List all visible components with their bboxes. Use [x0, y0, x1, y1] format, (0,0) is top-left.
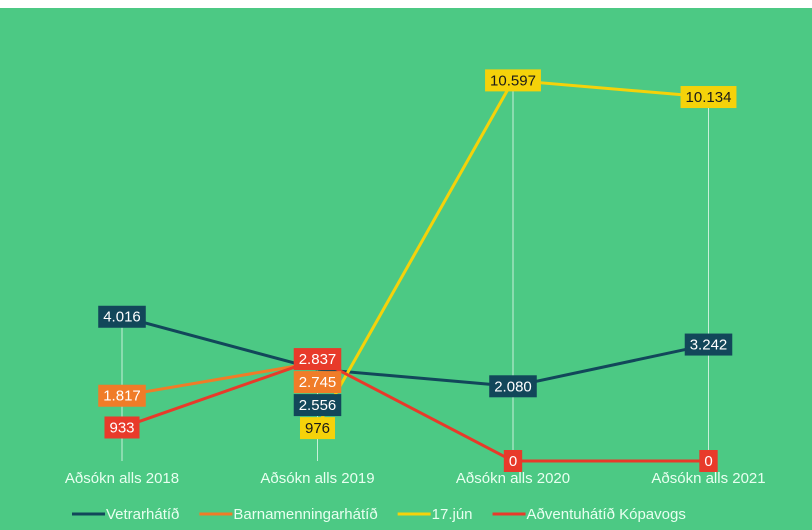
data-label-text: 976: [305, 420, 330, 437]
data-label-text: 933: [109, 419, 134, 436]
data-label-box: [684, 333, 733, 356]
data-label-box: [98, 384, 146, 407]
data-label-text: 10.597: [490, 72, 536, 89]
data-label-text: 3.242: [690, 337, 728, 354]
x-tick-label: Aðsókn alls 2019: [260, 470, 374, 487]
data-label: 1.817: [98, 384, 146, 407]
data-label-text: 2.745: [299, 374, 337, 391]
data-label: 976: [299, 417, 336, 440]
data-label: 2.837: [293, 348, 342, 371]
data-label-text: 2.080: [494, 378, 532, 395]
data-label: 2.745: [293, 371, 342, 394]
data-label: 0: [503, 450, 523, 472]
series-line: [121, 357, 709, 463]
data-label-text: 10.134: [686, 89, 732, 106]
series-line: [121, 360, 318, 398]
data-label-text: 2.837: [299, 351, 337, 368]
data-label-box: [680, 86, 737, 109]
data-label-text: 0: [509, 453, 517, 470]
legend-label: Barnamenningarhátíð: [233, 506, 377, 523]
data-label: 4.016: [98, 305, 146, 328]
x-tick-label: Aðsókn alls 2021: [651, 470, 765, 487]
data-label-text: 1.817: [103, 388, 141, 405]
data-label-box: [293, 348, 342, 371]
data-label: 10.597: [485, 69, 541, 92]
data-label: 0: [699, 450, 718, 472]
data-label-box: [699, 450, 718, 472]
data-label-box: [503, 450, 523, 472]
x-tick-label: Aðsókn alls 2018: [65, 470, 179, 487]
series-line: [121, 315, 709, 388]
legend-label: Aðventuhátíð Kópavogs: [527, 506, 686, 523]
data-label-box: [104, 416, 140, 439]
data-label: 933: [104, 416, 140, 439]
data-label-box: [485, 69, 541, 92]
legend-label: 17.jún: [432, 506, 473, 523]
data-label-text: 2.556: [299, 397, 337, 414]
data-label: 3.242: [684, 333, 733, 356]
data-label-text: 0: [704, 453, 712, 470]
legend-label: Vetrarhátíð: [106, 506, 179, 523]
data-label-box: [98, 305, 146, 328]
data-label-box: [489, 375, 537, 398]
data-label-box: [299, 417, 336, 440]
x-tick-label: Aðsókn alls 2020: [456, 470, 570, 487]
data-label-text: 4.016: [103, 309, 141, 326]
data-label: 2.080: [489, 375, 537, 398]
data-label: 10.134: [680, 86, 737, 109]
data-label-box: [293, 371, 342, 394]
data-label: 2.556: [293, 394, 342, 417]
data-label-box: [293, 394, 342, 417]
